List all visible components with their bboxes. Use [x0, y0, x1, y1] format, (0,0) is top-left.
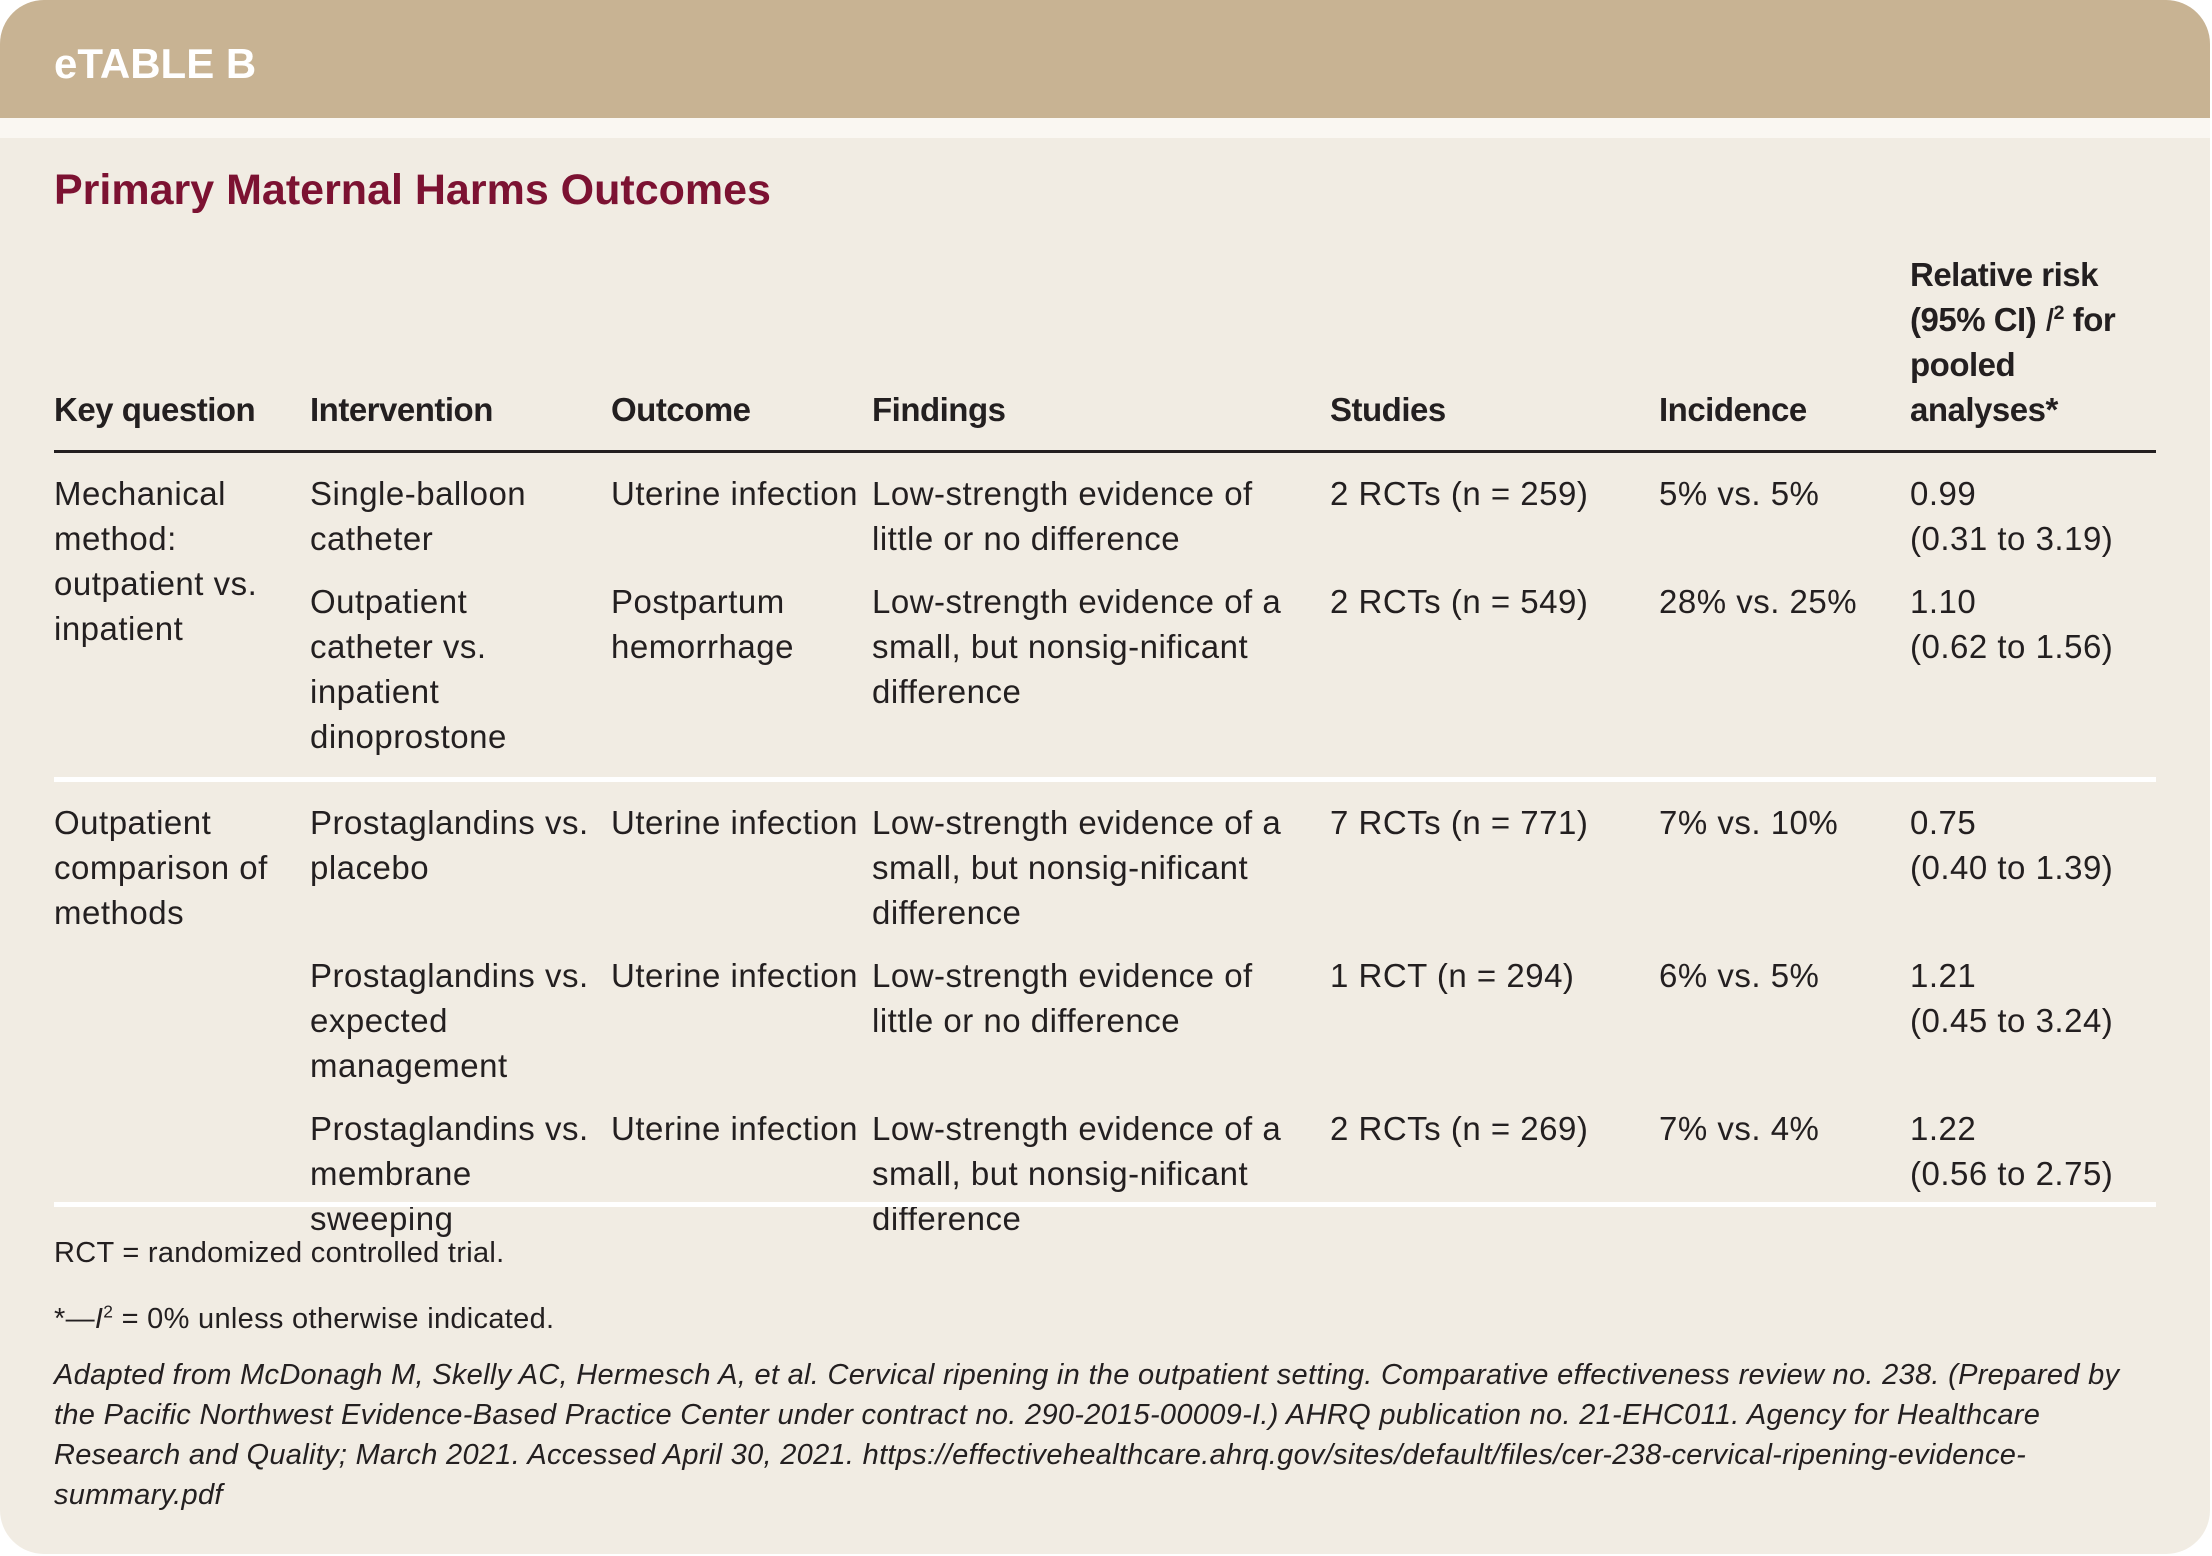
footnote: RCT = randomized controlled trial. — [54, 1237, 505, 1269]
relative-risk-cell: 1.10 (0.62 to 1.56) — [1910, 579, 2156, 780]
footnote: *—I2 = 0% unless otherwise indicated. — [54, 1299, 2156, 1339]
column-header: Studies — [1330, 252, 1659, 453]
header-row: Key question Intervention Outcome Findings S… — [54, 252, 2156, 453]
studies: 2 RCTs (n = 269) — [1330, 1110, 1589, 1147]
studies: 2 RCTs (n = 549) — [1330, 583, 1589, 620]
data-table: Key question Intervention Outcome Findings S… — [54, 252, 2156, 1259]
column-header: Intervention — [310, 252, 611, 453]
incidence: 7% vs. 10% — [1659, 777, 1910, 953]
table-body: Mechanical method: outpatient vs. inpati… — [54, 452, 2156, 1259]
table-row: Outpatient catheter vs. inpatient dinopr… — [54, 579, 2156, 780]
relative-risk-cell: 1.22 (0.56 to 2.75) — [1910, 1106, 2156, 1259]
relative-risk-cell: 0.75 (0.40 to 1.39) — [1910, 777, 2156, 953]
column-header: Key question — [54, 252, 310, 453]
incidence: 7% vs. 4% — [1659, 1110, 1820, 1147]
intervention: Outpatient catheter vs. inpatient dinopr… — [310, 583, 507, 755]
relative-risk: 0.75 — [1910, 804, 1977, 841]
intervention: Prostaglandins vs. placebo — [310, 777, 611, 953]
key-question: Outpatient comparison of methods — [54, 777, 310, 1259]
studies: 7 RCTs (n = 771) — [1330, 777, 1659, 953]
footnote-prefix: *— — [54, 1303, 95, 1335]
column-header: Outcome — [611, 252, 872, 453]
findings: Low-strength evidence of a small, but no… — [872, 583, 1282, 710]
outcome: Postpartum hemorrhage — [611, 583, 794, 665]
column-header: Relative risk (95% CI) I2 for pooled ana… — [1910, 252, 2156, 453]
confidence-interval: (0.56 to 2.75) — [1910, 1155, 2114, 1192]
relative-risk: 1.21 — [1910, 957, 1977, 994]
relative-risk: 1.22 — [1910, 1110, 1977, 1147]
header-band: eTABLE B — [0, 0, 2210, 138]
confidence-interval: (0.62 to 1.56) — [1910, 628, 2114, 665]
intervention: Single-balloon catheter — [310, 475, 527, 557]
confidence-interval: (0.31 to 3.19) — [1910, 520, 2114, 557]
header-text: Relative risk (95% CI) — [1910, 256, 2098, 338]
table-title: Primary Maternal Harms Outcomes — [54, 166, 771, 214]
citation: Adapted from McDonagh M, Skelly AC, Herm… — [54, 1359, 2120, 1511]
outcome: Uterine infection — [611, 777, 872, 953]
table-row: Mechanical method: outpatient vs. inpati… — [54, 452, 2156, 647]
header-sup: 2 — [2053, 302, 2065, 324]
relative-risk: 1.10 — [1910, 583, 1977, 620]
findings: Low-strength evidence of a small, but no… — [872, 1110, 1282, 1237]
header-text: for pooled analyses* — [1910, 301, 2116, 428]
outcome: Uterine infection — [611, 957, 858, 994]
footnotes: RCT = randomized controlled trial. *—I2 =… — [54, 1202, 2156, 1515]
findings: Low-strength evidence of little or no di… — [872, 475, 1253, 557]
footnote-text: = 0% unless otherwise indicated. — [113, 1303, 555, 1335]
column-header: Incidence — [1659, 252, 1910, 453]
footnote-italic: I — [94, 1303, 104, 1335]
column-header: Findings — [872, 252, 1330, 453]
header-italic: I — [2044, 301, 2054, 338]
studies: 2 RCTs (n = 259) — [1330, 475, 1589, 512]
confidence-interval: (0.40 to 1.39) — [1910, 849, 2114, 886]
confidence-interval: (0.45 to 3.24) — [1910, 1002, 2114, 1039]
relative-risk: 0.99 — [1910, 475, 1977, 512]
outcome: Uterine infection — [611, 1110, 858, 1147]
outcome: Uterine infection — [611, 475, 858, 512]
studies: 1 RCT (n = 294) — [1330, 957, 1575, 994]
key-question: Mechanical method: outpatient vs. inpati… — [54, 475, 258, 647]
incidence: 28% vs. 25% — [1659, 583, 1858, 620]
incidence: 5% vs. 5% — [1659, 475, 1820, 512]
relative-risk-cell: 0.99 (0.31 to 3.19) — [1910, 452, 2156, 580]
relative-risk-cell: 1.21 (0.45 to 3.24) — [1910, 953, 2156, 1106]
findings: Low-strength evidence of a small, but no… — [872, 777, 1330, 953]
footnote-sup: 2 — [103, 1301, 114, 1322]
table-row: Prostaglandins vs. expected management Ut… — [54, 953, 2156, 1106]
table-row: Prostaglandins vs. membrane sweeping Uter… — [54, 1106, 2156, 1259]
incidence: 6% vs. 5% — [1659, 957, 1820, 994]
findings: Low-strength evidence of little or no di… — [872, 957, 1253, 1039]
table-row: Outpatient comparison of methods Prostagl… — [54, 777, 2156, 1259]
intervention: Prostaglandins vs. expected management — [310, 957, 589, 1084]
table-label: eTABLE B — [54, 40, 257, 87]
